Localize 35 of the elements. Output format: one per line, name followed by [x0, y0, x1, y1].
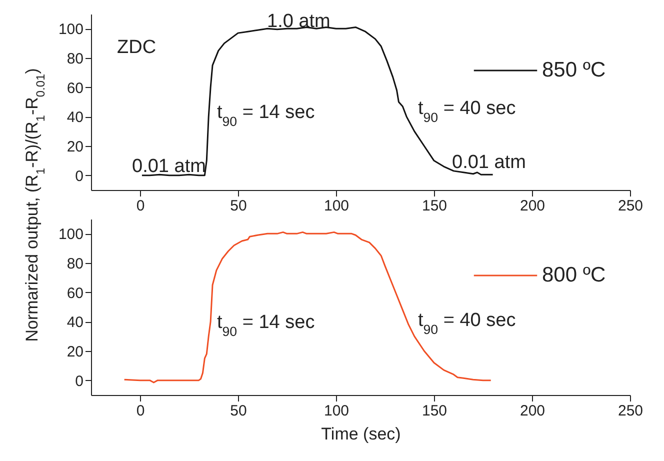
annotation: t$_{90}$ = 14 sec: [217, 312, 315, 338]
x-tick-label: 250: [618, 402, 644, 420]
annotation: 1.0 atm: [267, 11, 330, 32]
x-tick-label: 100: [324, 198, 350, 214]
x-tick-label: 0: [136, 402, 145, 420]
annotation: 0.01 atm: [132, 156, 206, 177]
x-tick-label: 250: [618, 198, 644, 214]
y-tick-label: 80: [66, 50, 84, 68]
x-axis-title: Time (sec): [321, 424, 401, 444]
y-tick-label: 0: [75, 168, 84, 185]
x-tick-label: 150: [422, 198, 448, 214]
y-tick-label: 60: [66, 284, 84, 302]
y-tick-label: 0: [75, 372, 84, 390]
y-tick-label: 40: [66, 314, 84, 332]
x-tick-label: 200: [520, 402, 546, 420]
annotation: t$_{90}$ = 14 sec: [217, 102, 315, 128]
annotation: 0.01 atm: [452, 152, 526, 173]
x-tick-label: 150: [422, 402, 448, 420]
x-tick-label: 200: [520, 198, 546, 214]
x-tick-label: 50: [230, 198, 247, 214]
y-tick-label: 100: [58, 21, 84, 38]
annotation: t$_{90}$ = 40 sec: [418, 98, 516, 124]
y-tick-label: 20: [66, 138, 84, 156]
legend-label: 850 ºC: [542, 58, 606, 82]
y-tick-label: 60: [66, 80, 84, 97]
x-tick-label: 50: [230, 402, 247, 420]
annotation: ZDC: [117, 37, 156, 58]
y-tick-label: 20: [66, 344, 84, 360]
annotation: t$_{90}$ = 40 sec: [418, 310, 516, 336]
x-tick-label: 0: [136, 198, 145, 214]
legend-label: 800 ºC: [542, 264, 606, 286]
x-tick-label: 100: [324, 402, 350, 420]
y-tick-label: 100: [58, 226, 84, 244]
y-tick-label: 40: [66, 109, 84, 126]
y-tick-label: 80: [66, 256, 84, 272]
